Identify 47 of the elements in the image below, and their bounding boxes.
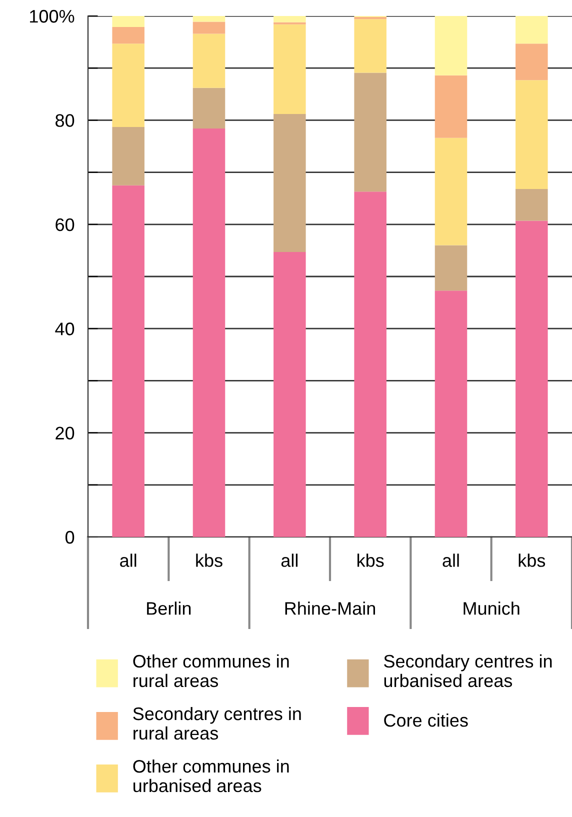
x-tick-label: all	[442, 554, 459, 567]
bar	[434, 138, 468, 246]
bar	[274, 24, 306, 114]
bar	[112, 44, 144, 127]
y-tick-label: 60	[56, 218, 74, 232]
bar	[274, 16, 306, 22]
y-tick-label: 0	[65, 530, 74, 544]
bar	[112, 185, 144, 537]
bar	[516, 16, 548, 44]
bar	[192, 16, 226, 22]
legend-label: Core cities	[384, 714, 468, 727]
bar	[434, 245, 468, 291]
bar	[516, 80, 548, 189]
y-tick-label: 40	[55, 322, 74, 336]
bar	[274, 252, 306, 537]
bar	[354, 192, 386, 537]
x-tick-label: kbs	[358, 554, 384, 567]
x-tick-label: kbs	[196, 554, 222, 567]
x-tick-label: all	[120, 554, 136, 567]
bar	[192, 88, 226, 129]
x-tick-label: kbs	[518, 554, 546, 567]
bar	[112, 16, 144, 27]
legend-label: Other communes in urbanised areas	[133, 759, 289, 792]
legend-label: Secondary centres in urbanised areas	[384, 654, 552, 688]
bar	[192, 22, 226, 34]
bar	[112, 126, 144, 186]
y-tick-label: 80	[56, 114, 74, 127]
y-tick-label: 20	[56, 426, 74, 440]
text: Munich	[464, 602, 520, 615]
y-tick-label: 100%	[30, 10, 74, 23]
legend-label: Secondary centres in rural areas	[133, 706, 301, 740]
legend-label: Other communes in rural areas	[133, 654, 289, 688]
bar	[354, 72, 386, 192]
text: Rhine-Main	[285, 602, 375, 615]
bar	[274, 114, 306, 252]
bar	[192, 34, 226, 88]
bar	[434, 16, 468, 76]
bar	[516, 44, 548, 80]
bar	[434, 75, 468, 138]
bar	[192, 128, 226, 537]
bar	[112, 26, 144, 44]
bar	[516, 188, 548, 221]
bar	[434, 290, 468, 537]
bar	[354, 19, 386, 73]
bar	[516, 220, 548, 537]
text: Berlin	[147, 602, 191, 615]
x-tick-label: all	[281, 554, 298, 567]
